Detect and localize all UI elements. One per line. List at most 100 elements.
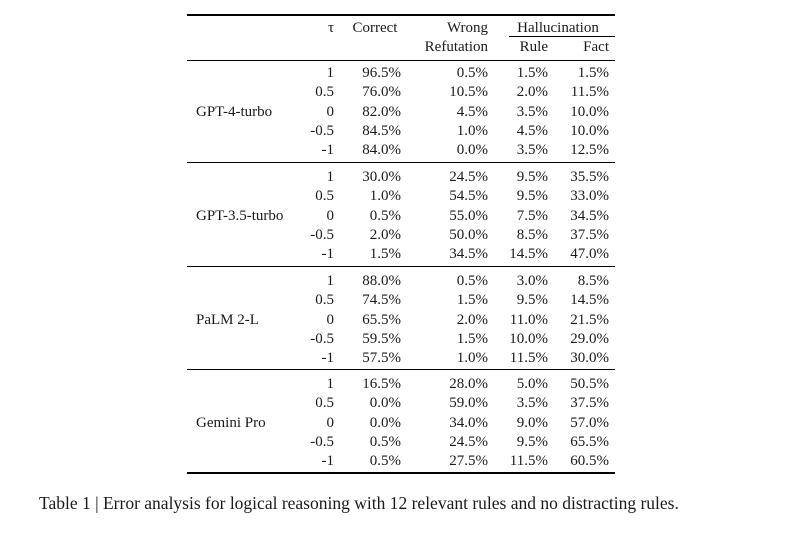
group-separator-rule: [187, 266, 615, 267]
cell-correct: 0.5%: [369, 433, 401, 450]
cell-correct: 2.0%: [369, 226, 401, 243]
cell-fact: 8.5%: [577, 273, 609, 289]
cell-tau: 0.5: [315, 188, 334, 205]
cell-correct: 82.0%: [362, 103, 401, 120]
cell-tau: 0: [326, 414, 335, 431]
cell-correct: 74.5%: [362, 292, 401, 309]
cell-wrong: 55.0%: [449, 207, 488, 224]
cell-tau: -0.5: [310, 433, 334, 450]
cell-correct: 59.5%: [362, 330, 401, 347]
cell-fact: 10.0%: [570, 103, 609, 120]
cell-correct: 84.5%: [362, 122, 401, 139]
cell-correct: 0.0%: [369, 395, 401, 412]
cell-fact: 11.5%: [570, 84, 609, 101]
cell-correct: 84.0%: [362, 142, 401, 159]
cell-tau: 1: [326, 376, 335, 392]
header-wrong-line2: Refutation: [424, 39, 488, 55]
cell-correct: 76.0%: [362, 84, 401, 101]
cell-rule: 11.5%: [509, 350, 548, 367]
cell-tau: 0.5: [315, 395, 334, 412]
cell-wrong: 0.5%: [456, 273, 488, 289]
model-name: GPT-3.5-turbo: [196, 207, 284, 224]
cell-correct: 0.5%: [369, 453, 401, 470]
cell-wrong: 54.5%: [449, 188, 488, 205]
cell-wrong: 50.0%: [449, 226, 488, 243]
cell-wrong: 27.5%: [449, 453, 488, 470]
cell-fact: 12.5%: [570, 142, 609, 159]
cell-wrong: 24.5%: [449, 433, 488, 450]
cell-fact: 57.0%: [570, 414, 609, 431]
cell-fact: 37.5%: [570, 395, 609, 412]
header-correct: Correct: [352, 20, 398, 36]
cell-correct: 0.0%: [369, 414, 401, 431]
cell-wrong: 1.5%: [456, 330, 488, 347]
cell-rule: 14.5%: [509, 246, 548, 263]
cell-rule: 3.5%: [516, 103, 548, 120]
cell-fact: 47.0%: [570, 246, 609, 263]
cell-tau: 0.5: [315, 84, 334, 101]
cell-rule: 9.5%: [516, 292, 548, 309]
cell-rule: 3.5%: [516, 142, 548, 159]
group-separator-rule: [187, 162, 615, 163]
cell-wrong: 0.5%: [456, 65, 488, 81]
table-caption: Table 1 | Error analysis for logical rea…: [39, 493, 679, 513]
cell-rule: 9.5%: [516, 188, 548, 205]
header-rule: Rule: [519, 39, 548, 55]
header-hallucination: Hallucination: [517, 20, 599, 36]
cell-fact: 21.5%: [570, 311, 609, 328]
cell-tau: -0.5: [310, 330, 334, 347]
cell-rule: 11.5%: [509, 453, 548, 470]
cell-fact: 14.5%: [570, 292, 609, 309]
cell-wrong: 34.5%: [449, 246, 488, 263]
cell-correct: 65.5%: [362, 311, 401, 328]
cell-tau: -1: [321, 142, 335, 159]
cell-rule: 2.0%: [516, 84, 548, 101]
cell-fact: 35.5%: [570, 169, 609, 185]
model-name: PaLM 2-L: [196, 311, 259, 328]
cell-wrong: 59.0%: [449, 395, 488, 412]
cell-tau: 0: [326, 207, 335, 224]
cell-wrong: 10.5%: [449, 84, 488, 101]
cell-correct: 0.5%: [369, 207, 401, 224]
cell-wrong: 34.0%: [449, 414, 488, 431]
cell-rule: 9.5%: [516, 169, 548, 185]
cell-correct: 1.5%: [369, 246, 401, 263]
cell-rule: 11.0%: [509, 311, 548, 328]
cell-tau: -1: [321, 246, 335, 263]
cell-rule: 9.0%: [516, 414, 548, 431]
cell-correct: 30.0%: [362, 169, 401, 185]
cell-tau: 1: [326, 65, 335, 81]
hallucination-cmidrule: [509, 36, 615, 37]
cell-wrong: 28.0%: [449, 376, 488, 392]
cell-fact: 60.5%: [570, 453, 609, 470]
cell-rule: 3.0%: [516, 273, 548, 289]
cell-tau: 0: [326, 103, 335, 120]
cell-rule: 9.5%: [516, 433, 548, 450]
cell-fact: 30.0%: [570, 350, 609, 367]
cell-tau: 1: [326, 273, 335, 289]
cell-fact: 50.5%: [570, 376, 609, 392]
cell-rule: 10.0%: [509, 330, 548, 347]
cell-fact: 34.5%: [570, 207, 609, 224]
table-bottom-rule: [187, 472, 615, 474]
cell-fact: 65.5%: [570, 433, 609, 450]
cell-tau: -0.5: [310, 122, 334, 139]
cell-tau: -0.5: [310, 226, 334, 243]
header-wrong-line1: Wrong: [446, 20, 488, 36]
cell-correct: 96.5%: [362, 65, 401, 81]
cell-correct: 88.0%: [362, 273, 401, 289]
cell-wrong: 24.5%: [449, 169, 488, 185]
cell-rule: 5.0%: [516, 376, 548, 392]
group-separator-rule: [187, 369, 615, 370]
cell-tau: -1: [321, 453, 335, 470]
header-tau: τ: [327, 20, 334, 36]
cell-fact: 10.0%: [570, 122, 609, 139]
cell-wrong: 1.0%: [456, 350, 488, 367]
cell-tau: 0.5: [315, 292, 334, 309]
cell-wrong: 0.0%: [456, 142, 488, 159]
table-top-rule: [187, 14, 615, 16]
cell-tau: 0: [326, 311, 335, 328]
cell-fact: 33.0%: [570, 188, 609, 205]
model-name: Gemini Pro: [196, 414, 266, 431]
header-bottom-rule: [187, 60, 615, 61]
